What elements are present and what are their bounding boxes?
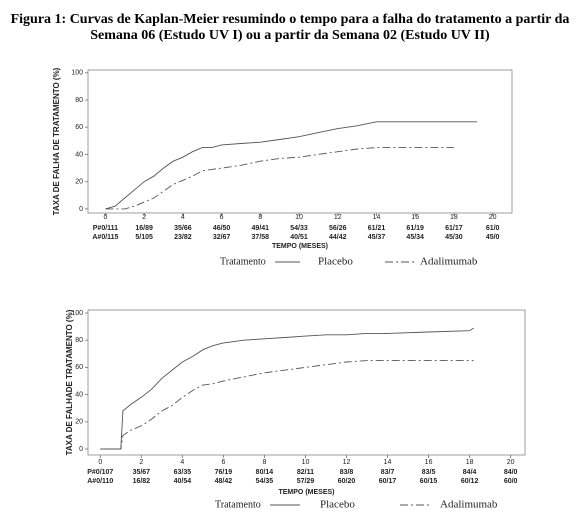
risk-cell: 83/8	[340, 469, 354, 476]
risk-cell: 5/105	[135, 234, 153, 241]
x-tick-label: 12	[343, 459, 351, 466]
risk-cell: 16/89	[135, 225, 153, 232]
risk-cell: 45/0	[486, 234, 500, 241]
x-tick-label: 12	[334, 214, 342, 221]
risk-cell: 45/37	[368, 234, 386, 241]
risk-cell: 54/33	[290, 225, 308, 232]
x-tick-label: 2	[142, 214, 146, 221]
x-axis-label: TEMPO (MESES)	[278, 489, 334, 496]
x-tick-label: 4	[180, 459, 184, 466]
risk-cell: 45/30	[445, 234, 463, 241]
risk-cell: 48/42	[215, 478, 233, 485]
risk-cell: P#0/111	[93, 225, 118, 232]
x-tick-label: 14	[384, 459, 392, 466]
risk-cell: 49/41	[252, 225, 270, 232]
x-tick-label: 6	[220, 214, 224, 221]
legend-title: Tratamento	[215, 499, 261, 510]
y-tick-label: 100	[71, 310, 83, 317]
risk-cell: 60/15	[420, 478, 438, 485]
x-tick-label: 20	[507, 459, 515, 466]
risk-cell: 46/50	[213, 225, 231, 232]
risk-cell: 40/54	[174, 478, 192, 485]
x-tick-label: 14	[373, 214, 381, 221]
risk-cell: 61/19	[406, 225, 424, 232]
x-tick-label: 2	[139, 459, 143, 466]
risk-cell: 84/4	[463, 469, 477, 476]
risk-cell: 83/5	[422, 469, 436, 476]
y-axis-label: TAXA DE FALHA DE TRATAMENTO (%)	[52, 67, 61, 215]
legend-title: Tratamento	[220, 256, 266, 267]
risk-cell: 32/67	[213, 234, 231, 241]
legend-label: Adalimumab	[440, 499, 498, 511]
x-tick-label: 20	[489, 214, 497, 221]
risk-cell: 60/17	[379, 478, 397, 485]
risk-cell: 35/66	[174, 225, 192, 232]
x-tick-label: 6	[221, 459, 225, 466]
risk-cell: 63/35	[174, 469, 192, 476]
y-axis-label: TAXA DE FALHADE TRATAMENTO (%)	[65, 309, 74, 455]
y-tick-label: 0	[79, 206, 83, 213]
risk-cell: 76/19	[215, 469, 233, 476]
risk-cell: 61/17	[445, 225, 463, 232]
risk-cell: A#0/115	[92, 234, 118, 241]
risk-cell: P#0/107	[87, 469, 113, 476]
figure-title: Figura 1: Curvas de Kaplan-Meier resumin…	[10, 12, 570, 43]
risk-cell: A#0/110	[87, 478, 113, 485]
risk-cell: 37/58	[252, 234, 270, 241]
series-line	[100, 360, 474, 450]
plot-frame	[87, 69, 513, 214]
risk-cell: 56/26	[329, 225, 347, 232]
y-tick-label: 40	[75, 391, 83, 398]
risk-cell: 35/67	[133, 469, 151, 476]
risk-cell: 40/51	[290, 234, 308, 241]
plot-frame	[87, 309, 526, 456]
y-tick-label: 60	[75, 364, 83, 371]
risk-cell: 54/35	[256, 478, 274, 485]
y-tick-label: 80	[75, 97, 83, 104]
x-tick-label: 16	[411, 214, 419, 221]
x-tick-label: 10	[302, 459, 310, 466]
y-tick-label: 20	[75, 179, 83, 186]
risk-cell: 80/14	[256, 469, 274, 476]
risk-cell: 60/0	[504, 478, 518, 485]
x-tick-label: 10	[295, 214, 303, 221]
legend-label: Placebo	[320, 499, 355, 511]
x-tick-label: 18	[450, 214, 458, 221]
risk-cell: 57/29	[297, 478, 315, 485]
x-tick-label: 16	[425, 459, 433, 466]
series-line	[100, 327, 474, 450]
y-tick-label: 0	[79, 446, 83, 453]
x-tick-label: 8	[262, 459, 266, 466]
y-tick-label: 20	[75, 419, 83, 426]
y-tick-label: 40	[75, 151, 83, 158]
y-tick-label: 60	[75, 124, 83, 131]
risk-cell: 44/42	[329, 234, 347, 241]
x-tick-label: 18	[466, 459, 474, 466]
risk-cell: 60/12	[461, 478, 479, 485]
risk-cell: 83/7	[381, 469, 395, 476]
legend-label: Adalimumab	[420, 256, 478, 268]
risk-cell: 60/20	[338, 478, 356, 485]
y-tick-label: 100	[71, 70, 83, 77]
x-axis-label: TEMPO (MESES)	[272, 243, 328, 250]
x-tick-label: 8	[258, 214, 262, 221]
legend-label: Placebo	[318, 256, 353, 268]
risk-cell: 16/82	[133, 478, 151, 485]
y-tick-label: 80	[75, 337, 83, 344]
x-tick-label: 0	[103, 214, 107, 221]
risk-cell: 82/11	[297, 469, 314, 476]
risk-cell: 84/0	[504, 469, 518, 476]
risk-cell: 61/0	[486, 225, 500, 232]
series-line	[105, 121, 478, 210]
risk-cell: 23/82	[174, 234, 192, 241]
risk-cell: 45/34	[406, 234, 424, 241]
x-tick-label: 0	[98, 459, 102, 466]
x-tick-label: 4	[181, 214, 185, 221]
risk-cell: 61/21	[368, 225, 386, 232]
series-line	[105, 147, 454, 210]
